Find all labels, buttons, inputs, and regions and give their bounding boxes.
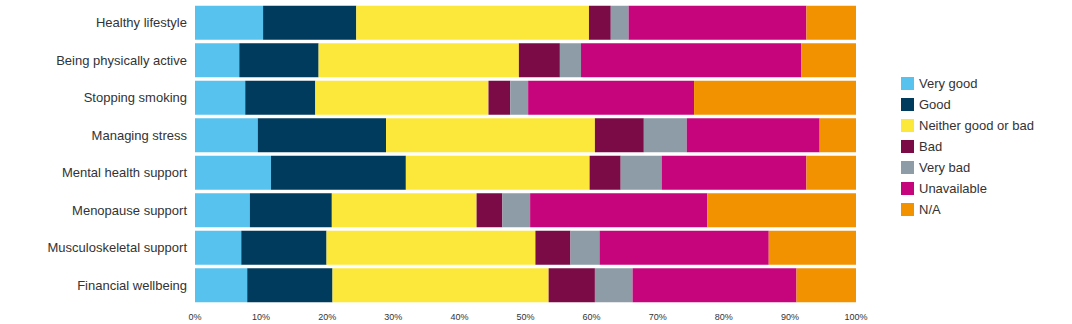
svg-text:Managing stress: Managing stress: [92, 128, 188, 143]
svg-text:50%: 50%: [516, 312, 534, 322]
svg-text:0%: 0%: [188, 312, 201, 322]
svg-text:10%: 10%: [252, 312, 270, 322]
svg-text:Financial wellbeing: Financial wellbeing: [77, 278, 187, 293]
svg-text:Good: Good: [919, 97, 951, 112]
svg-text:30%: 30%: [384, 312, 402, 322]
svg-text:70%: 70%: [649, 312, 667, 322]
svg-text:Healthy lifestyle: Healthy lifestyle: [96, 15, 187, 30]
svg-text:Being physically active: Being physically active: [56, 53, 187, 68]
svg-text:Menopause support: Menopause support: [72, 203, 187, 218]
svg-text:40%: 40%: [450, 312, 468, 322]
svg-text:Very bad: Very bad: [919, 160, 970, 175]
svg-text:N/A: N/A: [919, 202, 941, 217]
svg-text:Stopping smoking: Stopping smoking: [84, 90, 187, 105]
svg-text:60%: 60%: [583, 312, 601, 322]
svg-text:80%: 80%: [715, 312, 733, 322]
svg-text:Mental health support: Mental health support: [62, 165, 187, 180]
svg-text:100%: 100%: [844, 312, 867, 322]
svg-text:Neither good or bad: Neither good or bad: [919, 118, 1034, 133]
svg-text:Bad: Bad: [919, 139, 942, 154]
svg-text:90%: 90%: [781, 312, 799, 322]
svg-text:Unavailable: Unavailable: [919, 181, 987, 196]
svg-text:20%: 20%: [318, 312, 336, 322]
svg-text:Very good: Very good: [919, 76, 978, 91]
svg-text:Musculoskeletal support: Musculoskeletal support: [48, 240, 188, 255]
